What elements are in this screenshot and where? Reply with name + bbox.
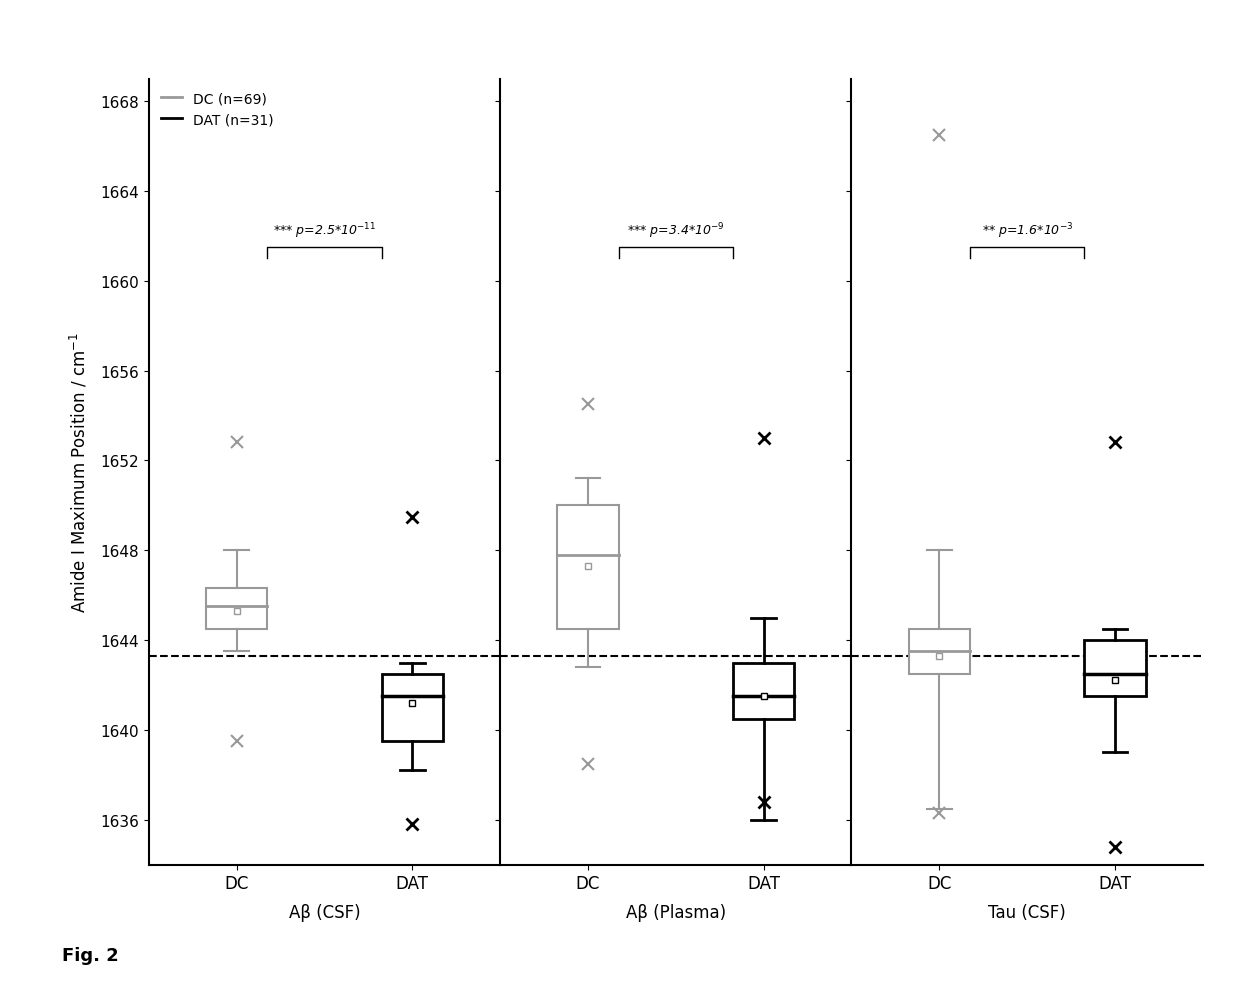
X-axis label: Aβ (CSF): Aβ (CSF): [289, 904, 361, 921]
Legend: DC (n=69), DAT (n=31): DC (n=69), DAT (n=31): [156, 86, 279, 132]
Y-axis label: Amide I Maximum Position / cm$^{-1}$: Amide I Maximum Position / cm$^{-1}$: [68, 332, 89, 612]
Text: *** p=3.4*10$^{-9}$: *** p=3.4*10$^{-9}$: [627, 222, 724, 242]
Bar: [733, 663, 795, 719]
Bar: [909, 629, 970, 674]
X-axis label: Aβ (Plasma): Aβ (Plasma): [626, 904, 725, 921]
Bar: [1084, 640, 1146, 697]
Text: *** p=2.5*10$^{-11}$: *** p=2.5*10$^{-11}$: [273, 222, 376, 242]
Bar: [382, 674, 443, 742]
Text: ** p=1.6*10$^{-3}$: ** p=1.6*10$^{-3}$: [982, 222, 1073, 242]
Bar: [557, 506, 619, 629]
X-axis label: Tau (CSF): Tau (CSF): [988, 904, 1066, 921]
Text: Fig. 2: Fig. 2: [62, 946, 119, 964]
Bar: [206, 588, 268, 629]
